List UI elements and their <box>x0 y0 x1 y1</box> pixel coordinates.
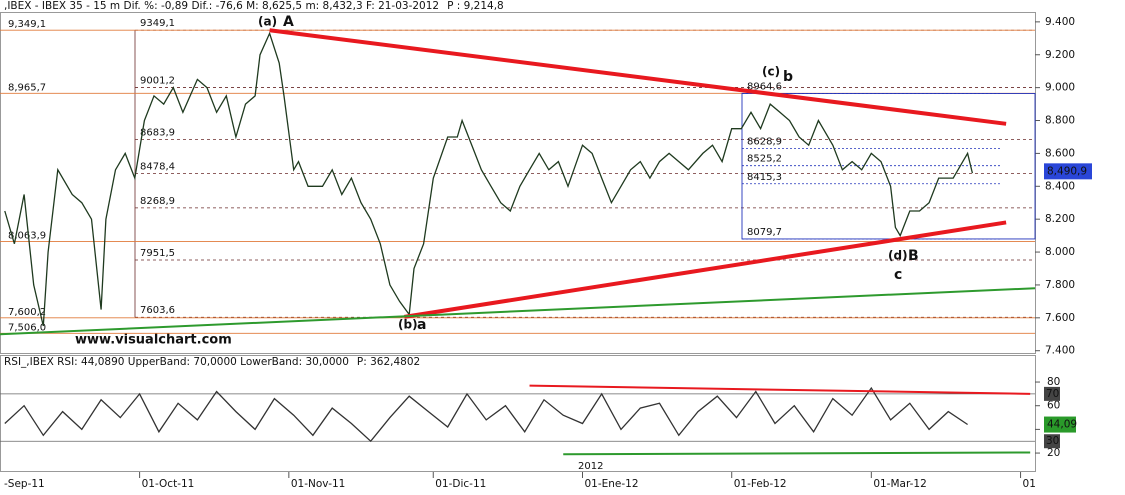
level-label: 9,349,1 <box>8 19 46 30</box>
price-panel <box>0 12 1036 354</box>
y-tick-label: 7.600 <box>1045 312 1075 324</box>
y-tick-label: 8.400 <box>1045 180 1075 192</box>
fib-level-label: 9349,1 <box>140 18 175 29</box>
x-tick-label: 01-Mar-12 <box>873 478 926 490</box>
x-tick-label: 01 <box>1023 478 1036 490</box>
y-tick-label: 20 <box>1047 447 1060 459</box>
y-tick-label: 60 <box>1047 400 1060 412</box>
y-tick-label: 7.800 <box>1045 279 1075 291</box>
y-tick-label: 9.400 <box>1045 16 1075 28</box>
level-label: 7,600,2 <box>8 307 46 318</box>
y-tick-label: 7.400 <box>1045 345 1075 357</box>
wave-label: B <box>908 248 919 264</box>
fib-level-label: 8478,4 <box>140 161 175 172</box>
panel-title-extra: P: 362,4802 <box>357 356 420 368</box>
y-tick-label: 8.000 <box>1045 246 1075 258</box>
fib-level-label: 8268,9 <box>140 196 175 207</box>
last-value-box <box>1044 163 1092 180</box>
trendline <box>404 220 1007 319</box>
y-tick-label: 8.600 <box>1045 147 1075 159</box>
x-tick-label: -Sep-11 <box>4 478 45 490</box>
x-tick-label: 01-Feb-12 <box>734 478 787 490</box>
wave-label: b <box>783 69 793 85</box>
rsi-band-box <box>1044 386 1060 401</box>
rsi-band-box <box>1044 434 1060 449</box>
x-tick-label: 01-Ene-12 <box>584 478 638 490</box>
rsi-band-label: 70 <box>1046 388 1059 400</box>
trendline <box>529 384 1031 395</box>
box-level-label: 8415,3 <box>747 172 782 183</box>
last-value-label: 44,09 <box>1047 419 1077 431</box>
watermark: www.visualchart.com <box>75 333 232 348</box>
level-label: 7,506,0 <box>8 322 46 333</box>
year-label: 2012 <box>578 461 603 472</box>
rsi-panel <box>0 355 1036 472</box>
fib-level-label: 7951,5 <box>140 248 175 259</box>
wave-label: (c) <box>762 65 780 79</box>
series-line <box>4 386 968 443</box>
wave-label: (a) <box>258 15 277 29</box>
wave-label: (d) <box>888 249 908 263</box>
box-level-label: 8964,6 <box>747 81 782 92</box>
trendline <box>269 28 1007 126</box>
fib-level-label: 9001,2 <box>140 75 175 86</box>
fib-level-label: 8683,9 <box>140 128 175 139</box>
y-tick-label: 8.800 <box>1045 115 1075 127</box>
x-tick-label: 01-Oct-11 <box>142 478 195 490</box>
x-tick-label: 01-Nov-11 <box>291 478 346 490</box>
y-tick-label: 8.200 <box>1045 213 1075 225</box>
series-line <box>4 31 974 327</box>
level-label: 8,965,7 <box>8 82 46 93</box>
y-tick-label: 80 <box>1047 376 1060 388</box>
last-value-label: 8,490,9 <box>1047 165 1087 177</box>
panel-title: ,IBEX - IBEX 35 - 15 m Dif. %: -0,89 Dif… <box>4 0 439 12</box>
x-tick-label: 01-Dic-11 <box>435 478 486 490</box>
wave-label: a <box>417 317 426 333</box>
box-level-label: 8628,9 <box>747 137 782 148</box>
wave-label: A <box>283 14 294 30</box>
trendline <box>0 287 1036 336</box>
wave-label: (b) <box>398 318 418 332</box>
fib-level-label: 7603,6 <box>140 305 175 316</box>
trendline <box>563 451 1031 456</box>
y-tick-label: 9.000 <box>1045 82 1075 94</box>
level-label: 8,063,9 <box>8 231 46 242</box>
box-level-label: 8525,2 <box>747 154 782 165</box>
panel-title: RSI_,IBEX RSI: 44,0890 UpperBand: 70,000… <box>4 356 349 368</box>
box-level-label: 8079,7 <box>747 227 782 238</box>
y-tick-label: 9.200 <box>1045 49 1075 61</box>
last-value-box <box>1044 416 1076 433</box>
rsi-band-label: 30 <box>1046 435 1059 447</box>
wave-label: c <box>894 267 902 283</box>
panel-title-extra: P : 9,214,8 <box>447 0 504 12</box>
